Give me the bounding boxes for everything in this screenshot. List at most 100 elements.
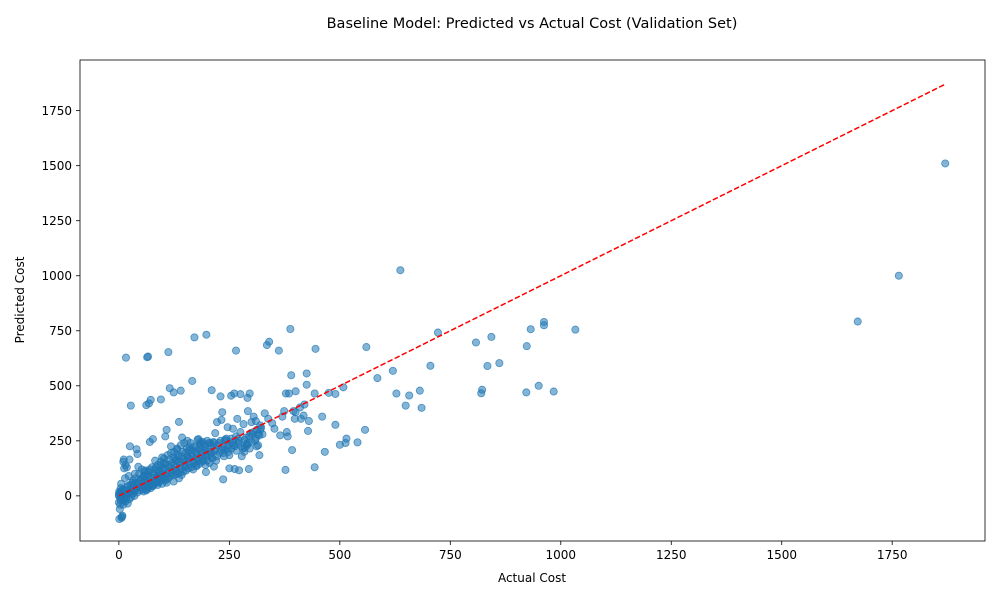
data-point	[362, 343, 371, 352]
data-point	[320, 447, 329, 456]
data-point	[539, 321, 548, 330]
y-tick-label: 0	[64, 489, 72, 503]
y-tick-label: 750	[49, 324, 72, 338]
data-point	[174, 417, 183, 426]
data-point	[282, 428, 291, 437]
data-point	[144, 483, 153, 492]
data-point	[202, 330, 211, 339]
data-point	[125, 495, 134, 504]
data-point	[290, 414, 299, 423]
y-tick-label: 500	[49, 379, 72, 393]
data-point	[522, 388, 531, 397]
data-point	[227, 391, 236, 400]
data-point	[218, 408, 227, 417]
data-point	[274, 346, 283, 355]
y-tick-label: 1500	[41, 159, 72, 173]
data-point	[483, 361, 492, 370]
data-point	[286, 325, 295, 334]
data-point	[331, 420, 340, 429]
data-point	[302, 369, 311, 378]
data-point	[125, 442, 134, 451]
data-point	[244, 465, 253, 474]
data-point	[304, 426, 313, 435]
data-point	[211, 429, 220, 438]
data-point	[207, 386, 216, 395]
data-point	[941, 159, 950, 168]
data-point	[247, 418, 256, 427]
x-tick-label: 1750	[877, 548, 908, 562]
data-point	[426, 361, 435, 370]
data-point	[853, 317, 862, 326]
y-tick-label: 1250	[41, 214, 72, 228]
data-point	[331, 389, 340, 398]
data-point	[311, 344, 320, 353]
data-point	[216, 392, 225, 401]
data-point	[534, 381, 543, 390]
data-point	[225, 451, 234, 460]
data-point	[219, 475, 228, 484]
data-point	[405, 391, 414, 400]
y-tick-label: 1000	[41, 269, 72, 283]
data-point	[288, 446, 297, 455]
data-point	[143, 353, 152, 362]
data-point	[243, 393, 252, 402]
data-point	[142, 401, 151, 410]
data-point	[212, 418, 221, 427]
x-tick-label: 1500	[766, 548, 797, 562]
plot-frame	[79, 59, 986, 542]
data-point	[287, 371, 296, 380]
data-point	[190, 333, 199, 342]
y-tick-label: 1750	[41, 104, 72, 118]
data-point	[894, 271, 903, 280]
reference-line	[118, 83, 946, 497]
data-point	[289, 407, 298, 416]
data-point	[396, 266, 405, 275]
chart-title: Baseline Model: Predicted vs Actual Cost…	[327, 16, 738, 32]
data-point	[373, 374, 382, 383]
data-point	[310, 389, 319, 398]
data-point	[310, 463, 319, 472]
data-point	[176, 386, 185, 395]
data-point	[304, 417, 313, 426]
data-point	[119, 457, 128, 466]
data-point	[549, 387, 558, 396]
data-point	[169, 477, 178, 486]
data-point	[164, 348, 173, 357]
data-point	[471, 338, 480, 347]
data-point	[392, 389, 401, 398]
data-point	[161, 432, 170, 441]
data-point	[115, 514, 124, 523]
data-point	[335, 440, 344, 449]
data-point	[276, 431, 285, 440]
data-point	[245, 444, 254, 453]
data-point	[156, 395, 165, 404]
data-point	[281, 465, 290, 474]
x-tick-label: 500	[328, 548, 351, 562]
data-point	[212, 452, 221, 461]
data-point	[302, 380, 311, 389]
data-point	[201, 461, 210, 470]
x-tick-label: 1250	[656, 548, 687, 562]
data-point	[243, 407, 252, 416]
data-point	[232, 446, 241, 455]
data-point	[291, 387, 300, 396]
data-point	[255, 451, 264, 460]
data-point	[248, 430, 257, 439]
data-point	[134, 462, 143, 471]
data-point	[353, 438, 362, 447]
data-point	[201, 468, 210, 477]
data-point	[361, 425, 370, 434]
y-tick-label: 250	[49, 434, 72, 448]
x-tick-label: 750	[439, 548, 462, 562]
x-tick-label: 0	[115, 548, 123, 562]
data-point	[257, 423, 266, 432]
data-point	[145, 437, 154, 446]
data-point	[165, 384, 174, 393]
x-axis-label: Actual Cost	[498, 571, 566, 585]
data-point	[477, 389, 486, 398]
x-tick-label: 250	[218, 548, 241, 562]
data-point	[522, 342, 531, 351]
data-point	[255, 431, 264, 440]
